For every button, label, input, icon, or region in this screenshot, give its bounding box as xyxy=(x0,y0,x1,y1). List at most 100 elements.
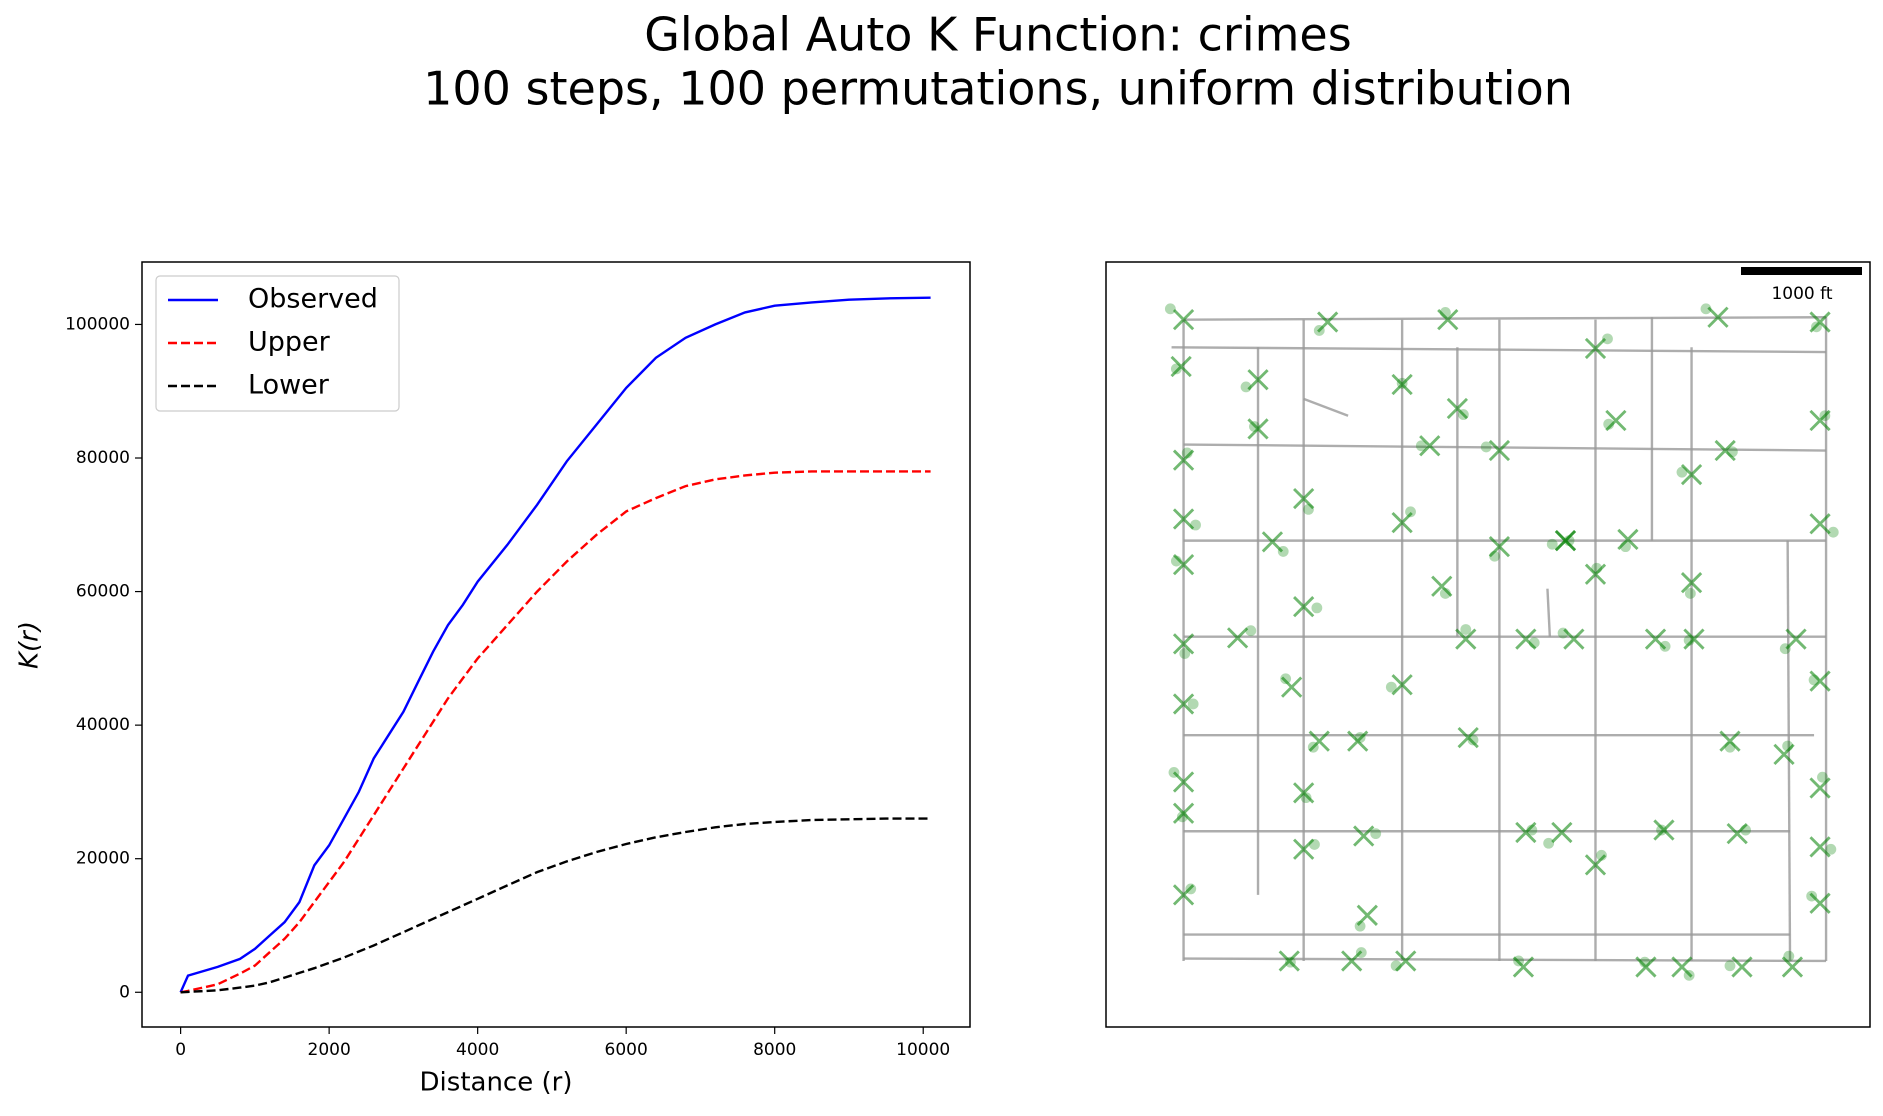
marker-stroke xyxy=(1809,892,1831,914)
marker-stroke xyxy=(1437,309,1459,331)
marker-stroke xyxy=(1488,535,1511,558)
marker-stroke xyxy=(1809,409,1831,432)
crime-point xyxy=(1782,740,1794,752)
marker-stroke xyxy=(1455,628,1477,650)
crime-marker xyxy=(1391,674,1413,696)
crime-point xyxy=(1303,503,1314,515)
crime-point xyxy=(1480,441,1492,453)
marker-stroke xyxy=(1395,950,1417,972)
marker-stroke xyxy=(1809,777,1831,799)
crime-marker xyxy=(1551,821,1573,844)
marker-stroke xyxy=(1653,819,1675,841)
crime-point xyxy=(1543,837,1555,849)
street xyxy=(1183,316,1827,321)
crime-point xyxy=(1179,648,1191,659)
map-panel: 1000 ft xyxy=(1105,261,1871,1028)
marker-stroke xyxy=(1617,528,1639,551)
crime-marker xyxy=(1605,409,1627,432)
crime-point xyxy=(1596,849,1607,861)
marker-stroke xyxy=(1172,554,1195,576)
series-line xyxy=(180,470,931,994)
marker-stroke xyxy=(1605,409,1627,432)
crime-point xyxy=(1825,843,1837,855)
marker-stroke xyxy=(1584,563,1607,585)
crime-point xyxy=(1827,526,1839,538)
crime-point xyxy=(1811,321,1822,333)
crime-marker xyxy=(1809,409,1831,432)
crime-point xyxy=(1656,824,1667,836)
crime-marker xyxy=(1455,628,1477,650)
crime-point xyxy=(1724,741,1736,753)
marker-stroke xyxy=(1683,628,1705,650)
crime-marker xyxy=(1278,950,1300,972)
street xyxy=(1546,588,1552,637)
crime-point xyxy=(1460,624,1472,635)
crime-point xyxy=(1385,681,1397,693)
marker-stroke xyxy=(1391,674,1413,696)
x-tick-label: 10000 xyxy=(896,1040,950,1060)
crime-marker xyxy=(1809,311,1831,333)
marker-stroke xyxy=(1809,513,1831,535)
marker-stroke xyxy=(1172,884,1195,906)
legend-box xyxy=(155,275,400,412)
crime-marker xyxy=(1488,439,1511,462)
crime-point xyxy=(1396,377,1408,389)
crime-marker xyxy=(1172,508,1195,530)
plot-frame xyxy=(141,261,971,1028)
crime-marker xyxy=(1680,463,1703,486)
marker-stroke xyxy=(1293,838,1315,860)
marker-stroke xyxy=(1809,311,1831,333)
marker-stroke xyxy=(1457,726,1479,749)
crime-marker xyxy=(1172,633,1195,655)
crime-marker xyxy=(1584,563,1607,585)
crime-marker xyxy=(1247,418,1269,440)
y-tick-label: 20000 xyxy=(76,849,130,869)
crime-point xyxy=(1439,307,1451,318)
marker-stroke xyxy=(1391,373,1413,396)
marker-stroke xyxy=(1172,771,1195,793)
marker-stroke xyxy=(1680,463,1703,486)
marker-stroke xyxy=(1515,821,1537,844)
crime-marker xyxy=(1226,627,1249,649)
marker-stroke xyxy=(1281,676,1303,698)
crime-point xyxy=(1726,446,1738,458)
crime-marker xyxy=(1172,802,1195,824)
marker-stroke xyxy=(1785,628,1807,650)
crime-marker xyxy=(1635,956,1657,978)
crime-marker xyxy=(1809,892,1831,914)
crime-point xyxy=(1528,637,1540,649)
crime-marker xyxy=(1773,743,1795,766)
marker-stroke xyxy=(1172,309,1195,331)
crime-point xyxy=(1683,634,1695,646)
crime-point xyxy=(1620,541,1631,553)
crime-marker xyxy=(1356,904,1378,926)
marker-stroke xyxy=(1419,435,1441,457)
crime-point xyxy=(1415,440,1427,452)
marker-stroke xyxy=(1261,531,1284,553)
crime-point xyxy=(1185,883,1197,895)
marker-stroke xyxy=(1512,956,1535,978)
marker-stroke xyxy=(1293,487,1315,510)
crime-point xyxy=(1311,602,1323,614)
crime-marker xyxy=(1714,439,1736,462)
crime-marker xyxy=(1785,628,1807,650)
marker-stroke xyxy=(1809,670,1831,692)
crime-marker xyxy=(1437,309,1459,331)
series-line xyxy=(179,296,931,993)
crime-marker xyxy=(1731,956,1753,978)
x-tick-label: 0 xyxy=(175,1040,186,1060)
crime-marker xyxy=(1353,825,1375,847)
legend-label: Observed xyxy=(248,284,378,315)
y-tick-label: 40000 xyxy=(76,715,130,735)
crime-point xyxy=(1439,588,1451,599)
marker-stroke xyxy=(1563,628,1585,650)
crime-point xyxy=(1740,824,1752,836)
marker-stroke xyxy=(1726,823,1748,845)
marker-stroke xyxy=(1293,596,1315,618)
marker-stroke xyxy=(1431,575,1453,597)
marker-stroke xyxy=(1719,730,1741,752)
crime-point xyxy=(1249,421,1260,432)
crime-marker xyxy=(1172,771,1195,793)
crime-marker xyxy=(1809,777,1831,799)
